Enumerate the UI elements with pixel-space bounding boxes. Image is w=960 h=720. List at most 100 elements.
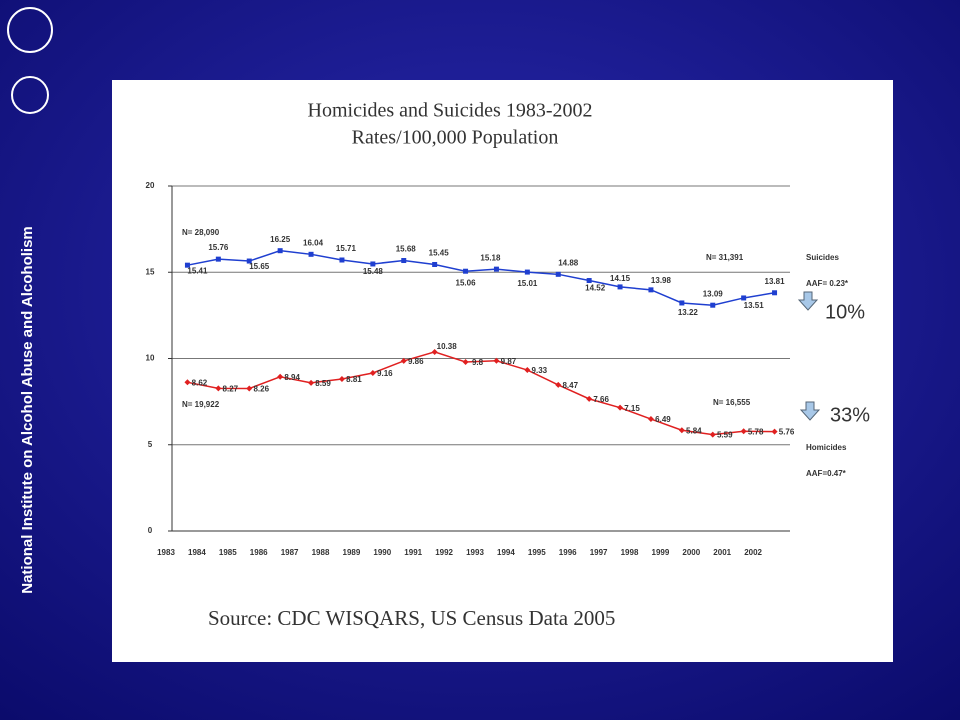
- point: [709, 431, 716, 438]
- annotation: AAF= 0.23*: [806, 279, 849, 288]
- point: [586, 278, 592, 284]
- point: [586, 395, 593, 402]
- x-tick-label: 2001: [713, 548, 731, 557]
- point: [401, 258, 407, 264]
- point: [493, 357, 500, 364]
- chart-panel: [112, 80, 893, 662]
- x-tick-label: 1999: [652, 548, 670, 557]
- point: [524, 367, 531, 374]
- point: [555, 271, 561, 277]
- series-line: [187, 351, 775, 436]
- data-label: 15.06: [456, 278, 477, 287]
- point: [432, 261, 438, 267]
- data-label: 13.09: [703, 289, 724, 298]
- y-tick-label: 5: [148, 440, 153, 449]
- data-label: 15.71: [336, 244, 357, 253]
- point: [277, 373, 284, 380]
- hhs-logo: [7, 7, 53, 53]
- x-tick-label: 1998: [621, 548, 639, 557]
- data-label: 15.65: [249, 262, 270, 271]
- point: [246, 258, 252, 264]
- data-label: 13.98: [651, 276, 672, 285]
- x-tick-label: 2000: [682, 548, 700, 557]
- data-label: 13.51: [744, 301, 765, 310]
- point: [740, 428, 747, 435]
- data-label: 8.94: [284, 373, 300, 382]
- data-label: 15.41: [187, 266, 208, 275]
- x-tick-label: 1995: [528, 548, 546, 557]
- data-label: 8.81: [346, 375, 362, 384]
- x-tick-label: 1984: [188, 548, 206, 557]
- point: [617, 404, 624, 411]
- data-label: 5.78: [748, 427, 764, 436]
- point: [339, 257, 345, 263]
- x-tick-label: 1988: [312, 548, 330, 557]
- x-tick-label: 1985: [219, 548, 237, 557]
- data-label: 14.88: [558, 258, 579, 267]
- x-tick-label: 1997: [590, 548, 608, 557]
- point: [678, 427, 685, 434]
- annotation: N= 16,555: [713, 398, 751, 407]
- data-label: 8.59: [315, 379, 331, 388]
- point: [493, 266, 499, 272]
- point: [184, 262, 190, 268]
- data-label: 5.84: [686, 426, 702, 435]
- point: [215, 385, 222, 392]
- data-label: 10.38: [437, 342, 458, 351]
- data-label: 15.01: [517, 279, 538, 288]
- point: [215, 256, 221, 262]
- data-label: 5.59: [717, 431, 733, 440]
- series-line: [187, 249, 775, 306]
- point: [710, 302, 716, 308]
- nih-logo: [11, 76, 49, 114]
- x-tick-label: 1991: [404, 548, 422, 557]
- point: [463, 268, 469, 274]
- point: [277, 248, 283, 254]
- data-label: 8.47: [562, 381, 578, 390]
- data-label: 13.22: [678, 308, 699, 317]
- data-label: 16.04: [303, 238, 324, 247]
- point: [338, 376, 345, 383]
- point: [431, 348, 438, 355]
- x-tick-label: 1987: [281, 548, 299, 557]
- data-label: 8.26: [253, 385, 269, 394]
- point: [617, 284, 623, 290]
- sidebar-text: National Institute on Alcohol Abuse and …: [19, 226, 36, 594]
- data-label: 8.27: [223, 384, 239, 393]
- y-tick-label: 10: [146, 354, 155, 363]
- point: [184, 379, 191, 386]
- down-arrow: [797, 291, 819, 311]
- point: [370, 261, 376, 267]
- legend-label: Suicides: [806, 253, 839, 262]
- legend-label: Homicides: [806, 443, 847, 452]
- data-label: 7.15: [624, 404, 640, 413]
- data-label: 14.15: [610, 274, 631, 283]
- data-label: 6.49: [655, 415, 671, 424]
- data-label: 13.81: [765, 277, 786, 286]
- source: Source: CDC WISQARS, US Census Data 2005: [208, 606, 615, 630]
- data-label: 16.25: [270, 235, 291, 244]
- chart-subtitle: Rates/100,000 Population: [352, 127, 559, 149]
- chart-title: Homicides and Suicides 1983-2002: [308, 100, 593, 122]
- x-tick-label: 1993: [466, 548, 484, 557]
- annotation: N= 31,391: [706, 253, 744, 262]
- data-label: 5.76: [779, 428, 795, 437]
- x-tick-label: 1992: [435, 548, 453, 557]
- point: [741, 295, 747, 301]
- point: [246, 385, 253, 392]
- x-tick-label: 1983: [157, 548, 175, 557]
- annotation: 33%: [830, 404, 870, 426]
- data-label: 15.76: [208, 243, 229, 252]
- data-label: 8.62: [192, 378, 208, 387]
- point: [308, 251, 314, 257]
- data-label: 15.18: [480, 253, 501, 262]
- point: [772, 290, 778, 296]
- down-arrow: [799, 401, 821, 421]
- annotation: N= 28,090: [182, 228, 220, 237]
- data-label: 9.86: [408, 357, 424, 366]
- x-tick-label: 1990: [373, 548, 391, 557]
- annotation: 10%: [825, 301, 865, 323]
- data-label: 9.87: [501, 357, 517, 366]
